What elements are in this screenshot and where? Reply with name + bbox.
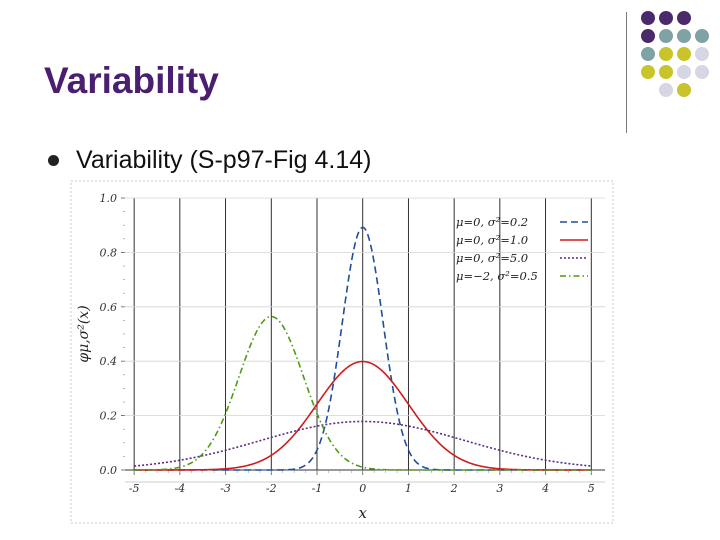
x-tick-label: 2	[450, 482, 458, 495]
y-tick-label: 0.0	[100, 464, 118, 477]
series-line	[134, 315, 592, 471]
decorative-dot	[641, 29, 655, 43]
decorative-dot	[641, 47, 655, 61]
x-tick-label: -2	[266, 482, 277, 495]
plot-area	[125, 198, 605, 470]
legend-label: μ=0, σ²=1.0	[456, 233, 528, 247]
normal-distribution-chart: 0.0 0.2 0.4 0.6 0.8 1.0 -5 -4 -3 -2 -1 0 1 2 3 4 5 x φμ,σ²…	[70, 180, 614, 524]
decorative-dot	[659, 11, 673, 25]
y-tick-label: 0.4	[100, 355, 118, 368]
x-tick-label: -5	[129, 482, 140, 495]
series-line	[134, 360, 592, 471]
bullet-icon	[48, 155, 59, 166]
decorative-dot	[677, 29, 691, 43]
x-tick-label: 5	[588, 482, 595, 495]
y-tick-label: 1.0	[100, 192, 118, 205]
decorative-dot	[677, 47, 691, 61]
y-tick-label: 0.2	[100, 410, 118, 423]
legend-label: μ=0, σ²=5.0	[456, 251, 528, 265]
x-tick-label: 3	[496, 482, 503, 495]
decorative-dot	[695, 47, 709, 61]
slide-title: Variability	[44, 60, 219, 101]
legend-label: μ=0, σ²=0.2	[456, 215, 528, 229]
x-axis-label: x	[358, 504, 367, 522]
normal-distribution-figure: 0.0 0.2 0.4 0.6 0.8 1.0 -5 -4 -3 -2 -1 0 1 2 3 4 5 x φμ,σ²…	[70, 180, 614, 524]
bullet-item: Variability (S-p97-Fig 4.14)	[48, 146, 371, 175]
legend-label: μ=−2, σ²=0.5	[456, 269, 538, 283]
decorative-dot	[659, 83, 673, 97]
x-tick-label: 4	[541, 482, 549, 495]
decorative-dot	[695, 29, 709, 43]
decorative-dot	[677, 83, 691, 97]
x-tick-label: 0	[359, 482, 366, 495]
decorative-dot	[659, 29, 673, 43]
decorative-dot	[677, 11, 691, 25]
y-tick-label: 0.6	[100, 301, 118, 314]
decorative-dot	[641, 65, 655, 79]
decorative-dot	[695, 65, 709, 79]
y-axis-label: φμ,σ²(x)	[76, 305, 92, 362]
x-tick-label: -1	[312, 482, 323, 495]
decorative-dot	[677, 65, 691, 79]
decorative-divider	[626, 12, 627, 133]
series-line	[134, 420, 592, 467]
x-tick-label: -3	[220, 482, 231, 495]
x-tick-label: -4	[174, 482, 185, 495]
bullet-text: Variability (S-p97-Fig 4.14)	[76, 146, 372, 174]
decorative-dot	[641, 11, 655, 25]
decorative-dot	[659, 47, 673, 61]
y-tick-label: 0.8	[100, 246, 118, 259]
x-tick-label: 1	[405, 482, 412, 495]
decorative-dot	[659, 65, 673, 79]
